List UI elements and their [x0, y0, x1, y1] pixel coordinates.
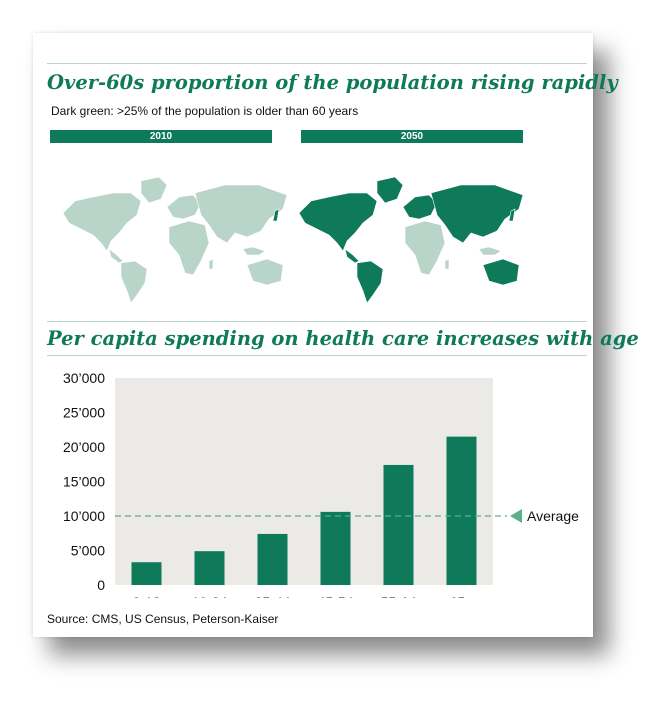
continent-south-america [356, 260, 384, 303]
continent-asia [430, 184, 524, 244]
x-tick-label: 0-18 [132, 594, 160, 598]
middle-divider [47, 321, 587, 322]
continent-central-america [108, 248, 124, 264]
continent-europe [402, 194, 438, 220]
continent-australia [246, 258, 284, 286]
bar-0-18 [131, 562, 162, 585]
bar-chart: 0 5’000 10’000 15’000 20’000 25’000 30’000 0-18… [63, 370, 579, 598]
top-divider [47, 63, 587, 64]
continent-africa [404, 220, 446, 276]
x-tick-label: 19-34 [192, 594, 228, 598]
continent-japan [272, 208, 280, 222]
continent-australia [482, 258, 520, 286]
x-tick-label: 65+ [450, 594, 474, 598]
bar-45-54 [320, 511, 351, 585]
bar-65+ [446, 436, 477, 585]
y-tick-label: 5’000 [71, 543, 105, 559]
x-tick-label: 45-54 [318, 594, 354, 598]
average-label: Average [527, 508, 579, 524]
continent-central-america [344, 248, 360, 264]
continent-north-america [298, 192, 378, 252]
chart-title-divider [47, 355, 587, 356]
section-title-population: Over-60s proportion of the population ri… [47, 71, 618, 94]
bar-19-34 [194, 551, 225, 585]
y-tick-label: 0 [97, 577, 105, 593]
average-marker-icon [510, 509, 522, 523]
x-tick-label: 35-44 [255, 594, 291, 598]
continent-japan [508, 208, 516, 222]
map-legend-note: Dark green: >25% of the population is ol… [51, 104, 359, 118]
continent-europe [166, 194, 202, 220]
source-note: Source: CMS, US Census, Peterson-Kaiser [47, 612, 279, 626]
bar-35-44 [257, 533, 288, 585]
y-tick-label: 25’000 [63, 405, 105, 421]
infographic-card: Over-60s proportion of the population ri… [33, 33, 639, 637]
y-tick-label: 20’000 [63, 439, 105, 455]
continent-north-america [62, 192, 142, 252]
continent-indonesia [478, 246, 502, 256]
continent-indonesia [242, 246, 266, 256]
y-tick-label: 15’000 [63, 474, 105, 490]
continent-madagascar [444, 258, 450, 270]
chart-title: Per capita spending on health care incre… [47, 327, 639, 350]
world-map-2050 [298, 176, 524, 303]
continent-africa [168, 220, 210, 276]
y-tick-label: 30’000 [63, 370, 105, 386]
continent-asia [194, 184, 288, 244]
x-tick-label: 55-64 [381, 594, 417, 598]
continent-greenland [140, 176, 168, 204]
map-label-2050: 2050 [301, 130, 523, 143]
continent-madagascar [208, 258, 214, 270]
world-map-2010 [62, 176, 288, 303]
continent-greenland [376, 176, 404, 204]
continent-south-america [120, 260, 148, 303]
plot-area [115, 378, 493, 585]
bar-55-64 [383, 464, 414, 585]
y-tick-label: 10’000 [63, 508, 105, 524]
map-label-2010: 2010 [50, 130, 272, 143]
